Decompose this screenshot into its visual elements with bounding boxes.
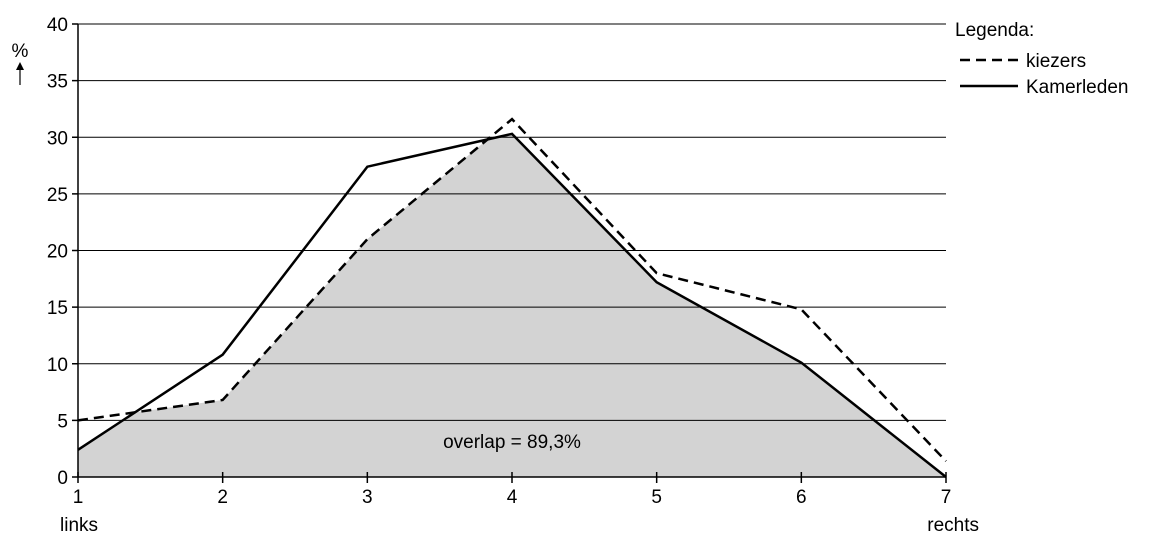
y-tick-label-35: 35 — [47, 72, 68, 93]
y-tick-label-20: 20 — [47, 242, 68, 263]
axis-layer: 0 5 10 15 20 25 30 35 40 1 2 3 4 5 6 7 — [47, 15, 951, 508]
y-tick-label-15: 15 — [47, 298, 68, 319]
up-arrow-icon — [16, 62, 24, 85]
y-tick-label-5: 5 — [57, 411, 68, 432]
overlap-area-layer — [78, 133, 946, 478]
y-tick-label-0: 0 — [57, 468, 68, 489]
x-tick-label-1: 1 — [73, 487, 84, 508]
x-right-end-label: rechts — [927, 515, 979, 536]
legend-label-kamerleden: Kamerleden — [1026, 77, 1128, 98]
legend: Legenda: kiezers Kamerleden — [955, 20, 1128, 98]
x-tick-label-4: 4 — [507, 487, 518, 508]
x-tick-label-3: 3 — [362, 487, 373, 508]
x-tick-label-2: 2 — [217, 487, 228, 508]
legend-title: Legenda: — [955, 20, 1034, 41]
y-tick-label-25: 25 — [47, 185, 68, 206]
x-tick-label-5: 5 — [651, 487, 662, 508]
series-line-kamerleden — [77, 132, 947, 478]
x-tick-label-6: 6 — [796, 487, 807, 508]
overlap-area — [78, 133, 946, 478]
grid-layer — [78, 23, 946, 421]
series-layer — [77, 117, 947, 478]
y-tick-label-10: 10 — [47, 355, 68, 376]
series-line-kiezers — [77, 117, 947, 463]
x-tick-label-7: 7 — [941, 487, 952, 508]
y-tick-label-30: 30 — [47, 128, 68, 149]
overlap-annotation: overlap = 89,3% — [443, 432, 581, 453]
y-tick-label-40: 40 — [47, 15, 68, 36]
legend-label-kiezers: kiezers — [1026, 51, 1086, 72]
y-axis-unit-label: % — [12, 41, 29, 62]
x-left-end-label: links — [60, 515, 98, 536]
